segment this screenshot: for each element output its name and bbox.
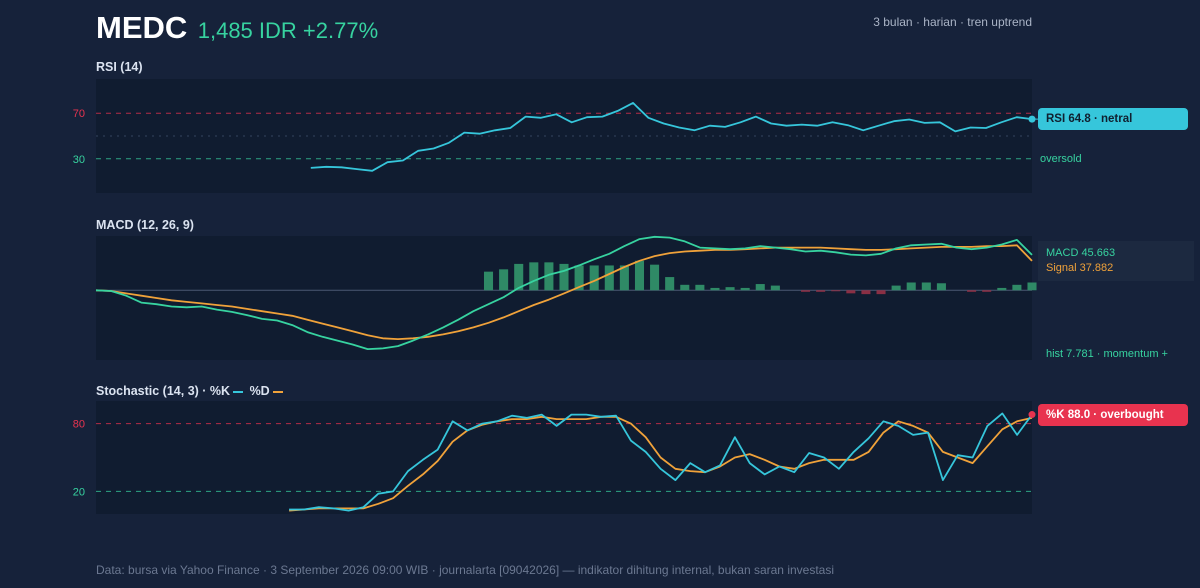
stoch-value-badge: %K 88.0 · overbought <box>1038 404 1188 426</box>
macd-hist-bar <box>514 263 524 291</box>
stoch-level-label-20: 20 <box>73 486 85 498</box>
chart-subtitle: 3 bulan · harian · tren uptrend <box>873 15 1032 29</box>
macd-hist-bar <box>1027 282 1037 291</box>
macd-hist-bar <box>982 290 992 292</box>
macd-hist-bar <box>967 290 977 292</box>
macd-hist-bar <box>559 263 569 291</box>
macd-hist-bar <box>529 262 539 291</box>
footer-source: Data: bursa via Yahoo Finance · 3 Septem… <box>96 563 834 577</box>
macd-hist-bar <box>816 290 826 292</box>
macd-hist-bar <box>695 284 705 291</box>
ticker-symbol: MEDC <box>96 10 188 45</box>
macd-hist-bar <box>544 262 554 291</box>
rsi-oversold-label: oversold <box>1040 153 1082 165</box>
macd-hist-bar <box>997 287 1007 291</box>
macd-hist-bar <box>1012 284 1022 291</box>
macd-value-label: MACD 45.663 <box>1046 247 1116 259</box>
macd-hist-bar <box>846 290 856 294</box>
macd-signal-line <box>95 244 1033 340</box>
header: MEDC 1,485 IDR +2.77% <box>96 10 378 46</box>
macd-hist-bar <box>680 284 690 291</box>
macd-hist-bar <box>891 285 901 291</box>
macd-panel-bg <box>96 236 1032 360</box>
stoch-title-d: %D <box>249 384 270 398</box>
macd-hist-bar <box>725 287 735 291</box>
macd-hist-bar <box>876 290 886 295</box>
macd-hist-bar <box>619 265 629 291</box>
macd-hist-bar <box>710 287 720 291</box>
stoch-title: Stochastic (14, 3) · %K %D <box>96 384 286 398</box>
macd-hist-bar <box>499 269 509 291</box>
macd-hist-bar <box>574 265 584 291</box>
macd-hist-bar <box>604 265 614 291</box>
macd-line <box>95 235 1033 350</box>
rsi-line <box>310 102 1033 172</box>
price-quote: 1,485 IDR +2.77% <box>197 18 379 43</box>
macd-hist-bar <box>936 283 946 291</box>
rsi-level-label-30: 30 <box>73 154 85 166</box>
rsi-level-label-70: 70 <box>73 108 85 120</box>
rsi-title: RSI (14) <box>96 60 143 74</box>
macd-value-box: MACD 45.663 Signal 37.882 <box>1038 241 1194 281</box>
stoch-d-line <box>289 415 1033 512</box>
signal-value-label: Signal 37.882 <box>1046 262 1114 274</box>
stoch-k-line <box>289 412 1033 512</box>
macd-hist-bar <box>801 290 811 292</box>
macd-title: MACD (12, 26, 9) <box>96 218 194 232</box>
macd-hist-bar <box>740 287 750 291</box>
macd-hist-bar <box>755 284 765 291</box>
stoch-title-prefix: Stochastic (14, 3) · %K <box>96 384 231 398</box>
macd-hist-bar <box>665 277 675 291</box>
stoch-last-point <box>1028 411 1036 419</box>
macd-hist-bar <box>589 265 599 291</box>
macd-hist-bar <box>921 282 931 291</box>
k-legend-swatch <box>233 390 244 393</box>
stoch-panel-bg <box>96 401 1032 514</box>
rsi-value-badge: RSI 64.8 · netral <box>1038 108 1188 130</box>
macd-hist-bar <box>483 271 494 291</box>
stoch-level-label-80: 80 <box>73 419 85 431</box>
macd-hist-bar <box>650 264 660 291</box>
d-legend-swatch <box>272 390 283 393</box>
macd-hist-note: hist 7.781 · momentum + <box>1046 348 1168 360</box>
macd-hist-bar <box>861 290 871 295</box>
macd-hist-bar <box>634 260 645 291</box>
macd-hist-bar <box>770 285 780 291</box>
macd-hist-bar <box>906 282 916 291</box>
macd-hist-bar <box>831 290 841 292</box>
